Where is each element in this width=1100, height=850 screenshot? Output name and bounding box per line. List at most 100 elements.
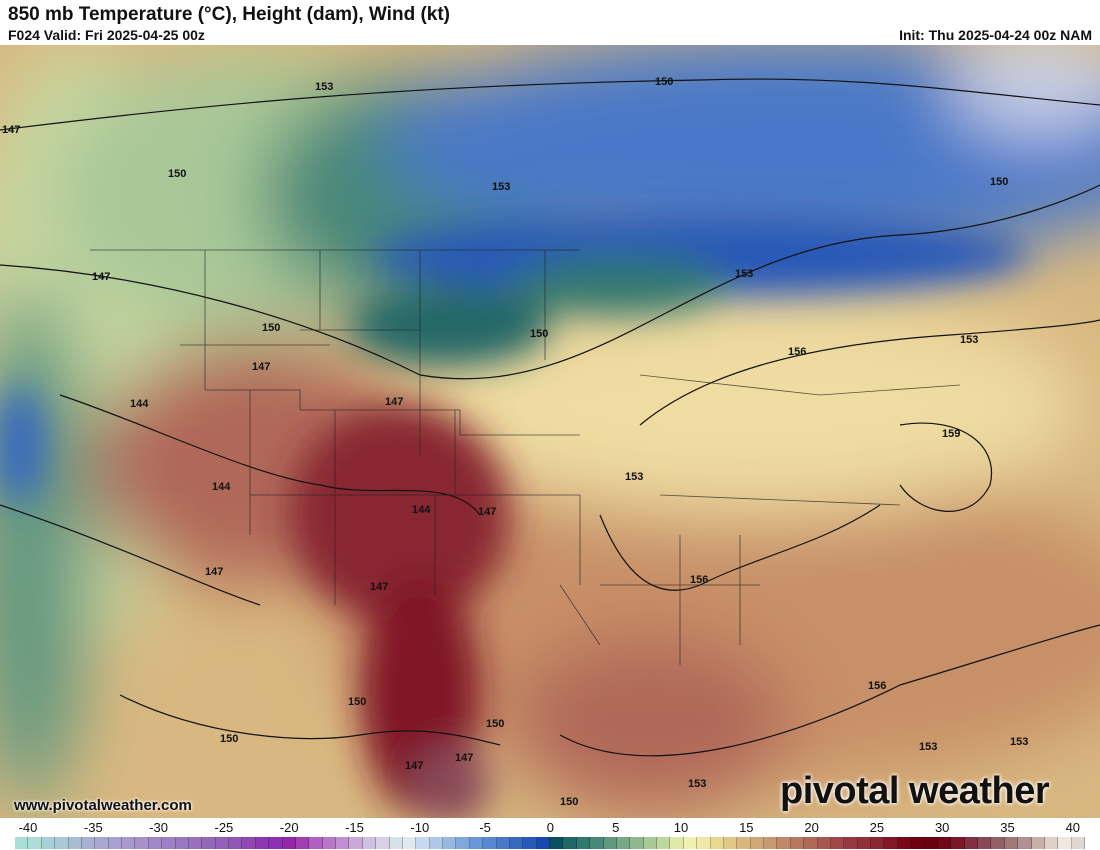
- contour-label: 150: [560, 796, 578, 808]
- contour-label: 153: [688, 778, 706, 790]
- contour-label: 150: [168, 168, 186, 180]
- colorbar-cell: [376, 837, 390, 849]
- contour-label: 147: [2, 124, 20, 136]
- colorbar-cell: [416, 837, 430, 849]
- contour-label: 147: [385, 396, 403, 408]
- colorbar-cell: [336, 837, 350, 849]
- colorbar-cell: [964, 837, 978, 849]
- contour-label: 147: [370, 581, 388, 593]
- colorbar-cell: [443, 837, 457, 849]
- colorbar-tick-label: 0: [546, 820, 555, 835]
- contour-label: 150: [220, 733, 238, 745]
- colorbar-tick-label: 30: [934, 820, 950, 835]
- contour-label: 153: [735, 268, 753, 280]
- colorbar-cell: [750, 837, 764, 849]
- contour-label: 150: [530, 328, 548, 340]
- colorbar-cell: [871, 837, 885, 849]
- init-time: Init: Thu 2025-04-24 00z NAM: [899, 27, 1092, 43]
- colorbar-cell: [15, 837, 29, 849]
- colorbar-tick-label: 25: [869, 820, 885, 835]
- colorbar-cell: [550, 837, 564, 849]
- colorbar-cell: [790, 837, 805, 849]
- colorbar-cell: [616, 837, 631, 849]
- colorbar-tick-label: -30: [149, 820, 168, 835]
- colorbar-cell: [777, 837, 791, 849]
- colorbar-cell: [563, 837, 577, 849]
- contour-label: 156: [868, 680, 886, 692]
- colorbar-cell: [630, 837, 644, 849]
- colorbar-tick-label: -25: [214, 820, 234, 835]
- colorbar-tick-label: 15: [739, 820, 754, 835]
- colorbar-cell: [349, 837, 363, 849]
- colorbar-cell: [362, 837, 377, 849]
- colorbar-cell: [81, 837, 96, 849]
- map-title: 850 mb Temperature (°C), Height (dam), W…: [8, 4, 451, 25]
- colorbar-cell: [456, 837, 470, 849]
- colorbar-cell: [1018, 837, 1032, 849]
- contour-label: 150: [990, 176, 1008, 188]
- colorbar-cell: [122, 837, 136, 849]
- contour-label: 144: [130, 398, 149, 410]
- colorbar-cell: [590, 837, 604, 849]
- colorbar-cell: [683, 837, 698, 849]
- colorbar-cell: [509, 837, 524, 849]
- colorbar-cells: [15, 837, 1085, 849]
- pivotal-weather-logo: pivotal weather: [780, 770, 1050, 812]
- colorbar-cell: [229, 837, 243, 849]
- weather-map[interactable]: 150 153 147 150 153 147 150 150 153 150 147 144 147 1…: [0, 45, 1100, 818]
- colorbar-cell: [28, 837, 42, 849]
- contour-label: 153: [960, 334, 978, 346]
- colorbar-tick-label: 20: [804, 820, 819, 835]
- contour-label: 150: [348, 696, 366, 708]
- colorbar-cell: [402, 837, 417, 849]
- colorbar-tick-label: -40: [18, 820, 38, 835]
- colorbar-cell: [162, 837, 176, 849]
- colorbar-cell: [41, 837, 56, 849]
- colorbar-cell: [884, 837, 898, 849]
- colorbar-cell: [215, 837, 229, 849]
- colorbar-cell: [309, 837, 323, 849]
- site-url: www.pivotalweather.com: [14, 797, 192, 814]
- contour-label: 156: [788, 346, 806, 358]
- colorbar-cell: [1031, 837, 1045, 849]
- contour-label: 147: [478, 506, 496, 518]
- colorbar-cell: [135, 837, 149, 849]
- colorbar-cell: [282, 837, 296, 849]
- colorbar-cell: [389, 837, 403, 849]
- colorbar-cell: [55, 837, 69, 849]
- contour-label: 153: [1010, 736, 1028, 748]
- contour-label: 147: [405, 760, 423, 772]
- colorbar-cell: [844, 837, 858, 849]
- colorbar-cell: [951, 837, 965, 849]
- colorbar-cell: [148, 837, 163, 849]
- contour-label: 147: [92, 271, 110, 283]
- colorbar-cell: [911, 837, 925, 849]
- colorbar-tick-label: 40: [1065, 820, 1081, 835]
- colorbar-tick-label: -5: [479, 820, 491, 835]
- colorbar-cell: [188, 837, 203, 849]
- contour-label: 144: [212, 481, 231, 493]
- colorbar-tick-label: -20: [279, 820, 299, 835]
- colorbar-cell: [322, 837, 336, 849]
- contour-label: 153: [492, 181, 510, 193]
- colorbar-cell: [804, 837, 818, 849]
- contour-label: 150: [655, 76, 673, 88]
- colorbar-cell: [1004, 837, 1019, 849]
- colorbar-cell: [202, 837, 216, 849]
- colorbar-cell: [1044, 837, 1059, 849]
- colorbar-cell: [536, 837, 550, 849]
- colorbar-cell: [830, 837, 845, 849]
- colorbar-cell: [95, 837, 109, 849]
- colorbar-cell: [523, 837, 537, 849]
- colorbar-cell: [1071, 837, 1085, 849]
- contour-label: 153: [315, 81, 333, 93]
- colorbar-cell: [68, 837, 82, 849]
- colorbar-cell: [175, 837, 189, 849]
- contour-label: 150: [486, 718, 504, 730]
- colorbar-cell: [108, 837, 122, 849]
- colorbar-cell: [897, 837, 912, 849]
- colorbar-cell: [710, 837, 724, 849]
- colorbar-tick-label: -10: [410, 820, 430, 835]
- colorbar-cell: [697, 837, 711, 849]
- contour-label: 147: [455, 752, 473, 764]
